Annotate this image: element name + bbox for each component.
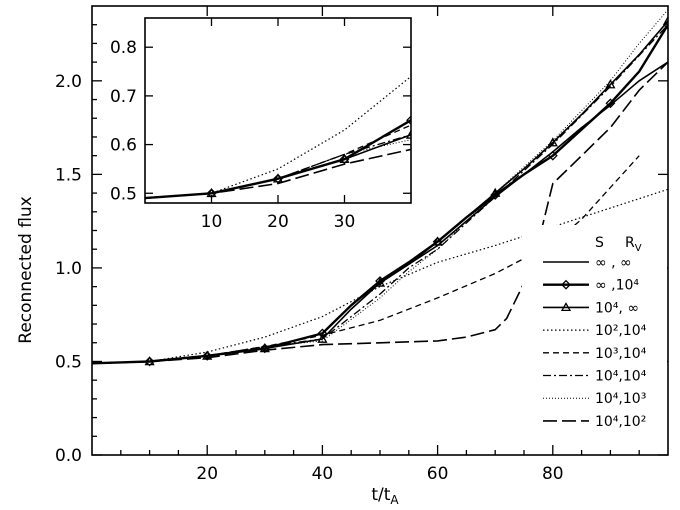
legend-label-7: 10⁴,10² bbox=[595, 414, 646, 430]
y-tick-label: 1.5 bbox=[55, 165, 82, 185]
legend-background bbox=[522, 225, 667, 437]
inset-y-tick-label: 0.5 bbox=[110, 184, 137, 204]
series-line-1e2_1e4 bbox=[92, 188, 668, 364]
inset-y-tick-label: 0.8 bbox=[110, 38, 137, 58]
diamond-marker bbox=[406, 115, 411, 126]
triangle-marker bbox=[259, 343, 270, 353]
diamond-marker bbox=[547, 150, 558, 161]
triangle-marker bbox=[605, 79, 616, 89]
legend-label-4: 10³,10⁴ bbox=[595, 346, 647, 362]
x-axis-label-main: t/t bbox=[371, 485, 390, 505]
triangle-marker bbox=[339, 153, 350, 164]
series-markers-1e4_inf bbox=[144, 15, 668, 366]
legend-header-r: R bbox=[625, 235, 635, 251]
legend-diamond-marker bbox=[561, 279, 571, 290]
inset-x-tick-label: 10 bbox=[201, 212, 223, 232]
series-line-1e4_inf bbox=[92, 20, 668, 365]
inset-x-tick-label: 20 bbox=[267, 212, 289, 232]
legend-label-2: 10⁴, ∞ bbox=[595, 300, 639, 316]
legend-label-3: 10²,10⁴ bbox=[595, 323, 647, 339]
triangle-marker bbox=[662, 15, 668, 25]
y-tick-label: 2.0 bbox=[55, 72, 82, 92]
triangle-marker bbox=[490, 187, 501, 197]
series-line-1e4_1e4 bbox=[92, 24, 668, 364]
series-line-1e4_1e3 bbox=[145, 139, 411, 199]
inset-y-tick-label: 0.6 bbox=[110, 136, 137, 156]
y-tick-label: 0.5 bbox=[55, 352, 82, 372]
x-tick-label: 40 bbox=[312, 464, 334, 484]
x-axis-label-subscript: A bbox=[390, 493, 399, 507]
triangle-marker bbox=[272, 173, 284, 183]
y-tick-label: 1.0 bbox=[55, 259, 82, 279]
x-tick-label: 20 bbox=[196, 464, 218, 484]
legend-label-0: ∞ , ∞ bbox=[595, 255, 632, 271]
legend-label-1: ∞ ,10⁴ bbox=[595, 278, 639, 294]
legend-header-s: S bbox=[595, 235, 604, 251]
triangle-marker bbox=[374, 277, 386, 287]
diamond-marker bbox=[317, 328, 328, 339]
x-tick-label: 80 bbox=[542, 464, 564, 484]
legend-label-6: 10⁴,10³ bbox=[595, 391, 646, 407]
series-line-1e4_1e3 bbox=[92, 9, 668, 364]
x-axis-label: t/tA bbox=[371, 485, 399, 507]
triangle-marker bbox=[432, 236, 443, 246]
inset-frame bbox=[144, 17, 412, 204]
diamond-marker bbox=[375, 276, 385, 286]
legend-header-rv: RV bbox=[625, 235, 642, 254]
legend-header-v: V bbox=[635, 243, 642, 254]
y-tick-label: 0.0 bbox=[55, 446, 82, 466]
y-axis-label: Reconnected flux bbox=[16, 196, 36, 343]
diamond-marker bbox=[605, 98, 616, 109]
x-tick-label: 60 bbox=[427, 464, 449, 484]
main-plot: 20 40 60 80 0.0 0.5 1.0 1.5 2.0 bbox=[55, 5, 669, 484]
legend-triangle-marker bbox=[560, 302, 572, 312]
inset-x-tick-label: 30 bbox=[334, 212, 356, 232]
inset-plot: 10 20 30 0.5 0.6 0.7 0.8 bbox=[110, 17, 412, 232]
series-line-1e4_1e2 bbox=[145, 148, 411, 199]
diamond-marker bbox=[202, 350, 213, 361]
triangle-marker bbox=[405, 129, 411, 139]
series-line-1e4_1e2 bbox=[92, 61, 668, 365]
inset-y-tick-label: 0.7 bbox=[110, 87, 137, 107]
legend-label-5: 10⁴,10⁴ bbox=[595, 369, 647, 385]
legend: S RV∞ , ∞ ∞ ,10⁴ 10⁴, ∞ 10²,10⁴ 10³,10⁴ 10⁴,10… bbox=[522, 225, 667, 437]
diamond-marker bbox=[144, 356, 155, 367]
